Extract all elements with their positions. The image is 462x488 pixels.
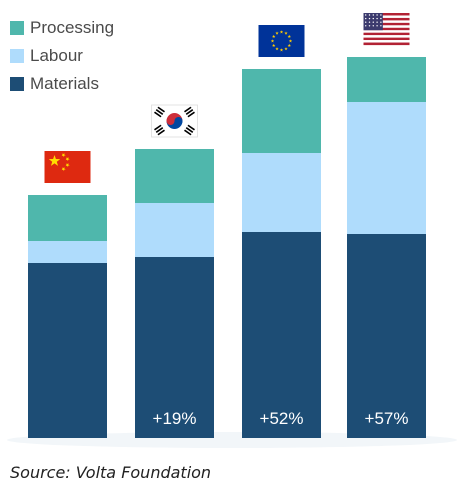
legend: Processing Labour Materials <box>10 14 114 98</box>
bar-segment-materials-eu <box>242 232 321 438</box>
bar-segment-processing-usa <box>347 57 426 102</box>
bar-segment-processing-south-korea <box>135 149 214 203</box>
bar-label: +57% <box>365 409 409 428</box>
bar-segment-labour-eu <box>242 153 321 232</box>
bar-segment-labour-south-korea <box>135 203 214 257</box>
bar-segment-labour-usa <box>347 102 426 234</box>
bar-label: +52% <box>260 409 304 428</box>
legend-item-labour: Labour <box>10 42 114 70</box>
bar-segment-materials-china <box>28 263 107 438</box>
bar-segment-processing-china <box>28 195 107 241</box>
china-flag-icon <box>44 151 91 183</box>
south-korea-flag-icon <box>151 104 198 138</box>
legend-label: Materials <box>30 74 99 93</box>
flags-group <box>44 13 410 183</box>
legend-label: Labour <box>30 46 83 65</box>
legend-item-materials: Materials <box>10 70 114 98</box>
legend-item-processing: Processing <box>10 14 114 42</box>
floor-shadow <box>7 432 457 448</box>
source-note: Source: Volta Foundation <box>10 463 212 482</box>
eu-flag-icon <box>258 25 305 57</box>
bars-group: +19% +52% +57% <box>28 57 426 438</box>
legend-swatch <box>10 77 24 91</box>
bar-segment-labour-china <box>28 241 107 263</box>
legend-swatch <box>10 21 24 35</box>
bar-segment-materials-usa <box>347 234 426 438</box>
legend-swatch <box>10 49 24 63</box>
legend-label: Processing <box>30 18 115 37</box>
bar-segment-materials-south-korea <box>135 257 214 438</box>
bar-label: +19% <box>153 409 197 428</box>
usa-flag-icon <box>363 13 410 46</box>
bar-segment-processing-eu <box>242 69 321 153</box>
